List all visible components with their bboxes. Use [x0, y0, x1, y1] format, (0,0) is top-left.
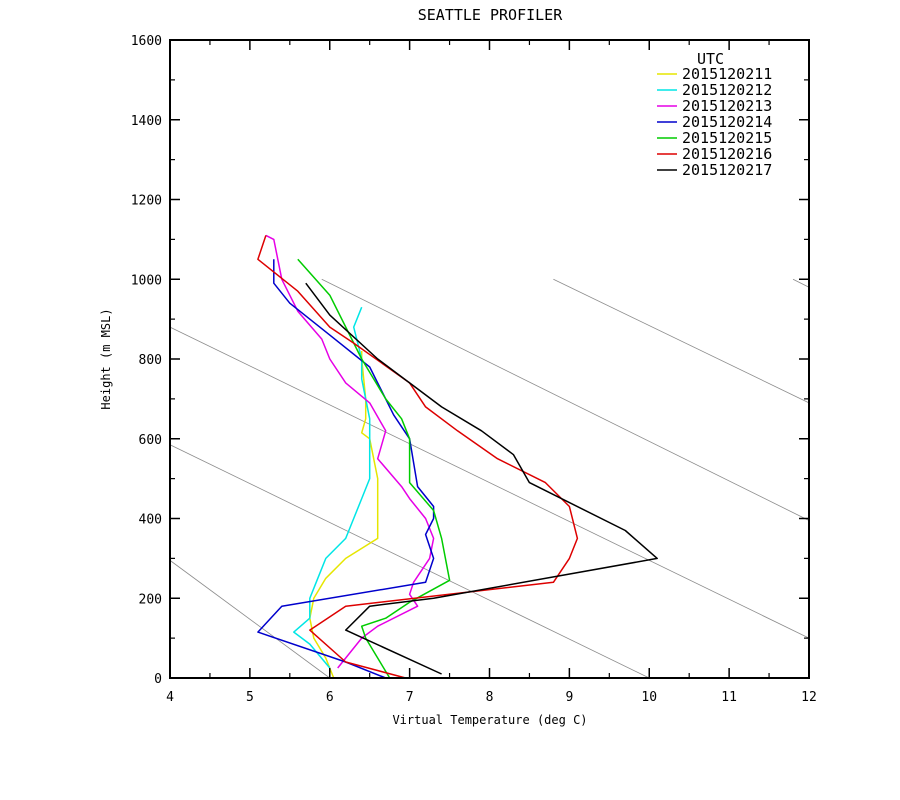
- x-axis-label: Virtual Temperature (deg C): [392, 713, 587, 727]
- series-line-2015120217: [305, 282, 658, 675]
- x-tick-label: 8: [486, 690, 494, 705]
- x-tick-label: 5: [246, 690, 254, 705]
- series-line-2015120212: [293, 306, 371, 669]
- series-line-2015120211: [309, 351, 379, 679]
- x-tick-label: 10: [641, 690, 657, 705]
- dry-adiabat-lines: [169, 278, 810, 679]
- y-tick-label: 1400: [131, 114, 162, 129]
- y-tick-label: 800: [139, 353, 162, 368]
- legend-label-2015120217: 2015120217: [682, 161, 772, 179]
- legend-label-2015120211: 2015120211: [682, 65, 772, 83]
- legend-label-2015120212: 2015120212: [682, 81, 772, 99]
- x-tick-label: 9: [565, 690, 573, 705]
- reference-line-1: [169, 560, 330, 679]
- series-line-2015120216: [257, 235, 579, 679]
- reference-line-3: [169, 326, 810, 639]
- y-tick-label: 1000: [131, 273, 162, 288]
- y-tick-label: 1600: [131, 34, 162, 49]
- x-tick-label: 12: [801, 690, 817, 705]
- legend-label-2015120214: 2015120214: [682, 113, 772, 131]
- x-tick-label: 6: [326, 690, 334, 705]
- legend-title: UTC: [697, 50, 724, 68]
- reference-line-4: [321, 278, 810, 521]
- x-axis-ticks: 4 5 6 7 8 9 10 11 12: [166, 40, 817, 705]
- chart-title: SEATTLE PROFILER: [418, 6, 563, 24]
- y-tick-label: 400: [139, 513, 162, 528]
- x-tick-label: 7: [406, 690, 414, 705]
- legend-label-2015120216: 2015120216: [682, 145, 772, 163]
- y-tick-label: 1200: [131, 194, 162, 209]
- y-axis-ticks: 0 200 400 600 800 1000 1200 1400 1600: [131, 34, 809, 687]
- y-tick-label: 600: [139, 433, 162, 448]
- reference-line-2: [169, 444, 650, 679]
- series-line-2015120214: [257, 259, 435, 679]
- y-tick-label: 0: [154, 672, 162, 687]
- y-tick-label: 200: [139, 592, 162, 607]
- series-lines: [257, 234, 658, 679]
- reference-line-6: [792, 278, 810, 288]
- series-line-2015120213: [265, 234, 435, 669]
- x-tick-label: 11: [721, 690, 737, 705]
- x-tick-label: 4: [166, 690, 174, 705]
- y-axis-label: Height (m MSL): [99, 308, 113, 409]
- legend-label-2015120213: 2015120213: [682, 97, 772, 115]
- reference-line-5: [553, 278, 810, 404]
- series-line-2015120215: [297, 258, 451, 679]
- legend-label-2015120215: 2015120215: [682, 129, 772, 147]
- legend: 2015120211201512021220151202132015120214…: [657, 65, 772, 179]
